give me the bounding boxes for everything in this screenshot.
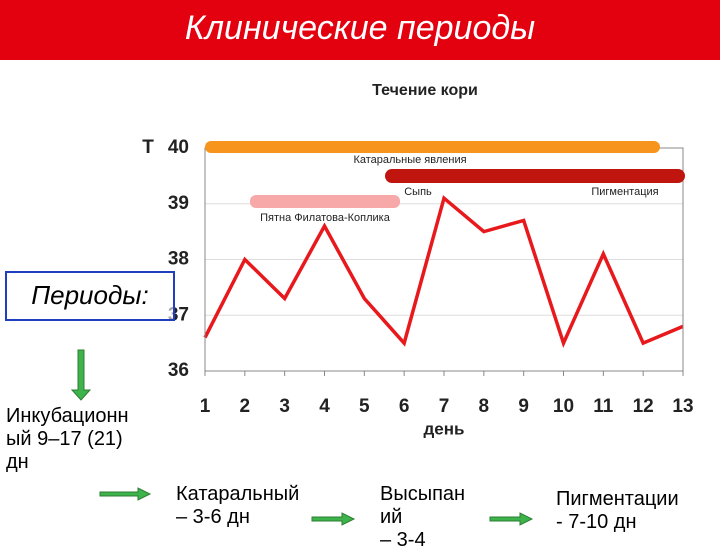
stage-text: Пигментации - 7-10 дн [556,488,679,534]
y-tick-label: 39 [168,193,189,214]
band-label: Пигментация [591,186,658,198]
y-tick-label: 38 [168,249,189,270]
y-tick-label: 40 [168,137,189,158]
band-spots [250,195,400,208]
arrows [70,349,534,526]
chart-title: Течение кори [372,82,478,99]
x-tick-label: 3 [279,396,290,417]
arrow-right [489,512,534,526]
arrow-down [70,349,92,401]
x-axis-label: день [424,419,465,438]
slide-canvas: Клинические периоды Течение кори Т день … [0,0,720,526]
y-axis-label: Т [142,137,154,158]
y-tick-label: 36 [168,360,189,381]
stage-line: Катаральный [176,483,300,505]
x-tick-label: 4 [319,396,330,417]
header-bar [0,0,720,60]
x-tick-label: 6 [399,396,410,417]
stage-text: Инкубационн ый 9–17 (21) дн [6,405,129,474]
x-tick-label: 11 [593,396,614,417]
x-tick-label: 5 [359,396,370,417]
x-tick-label: 12 [633,396,654,417]
x-tick-label: 10 [553,396,574,417]
band-label: Сыпь [404,186,432,198]
arrow-right [311,512,356,526]
stage-line: - 7-10 дн [556,511,637,533]
stage-text: Катаральный – 3-6 дн [176,483,299,529]
series-line [203,195,684,348]
stage-text: Высыпан ий – 3-4 [380,483,465,552]
x-tick-label: 1 [200,396,211,417]
band-label: Катаральные явления [353,154,466,166]
stage-line: дн [6,451,29,473]
stage-line: Инкубационн [6,405,129,427]
band-label: Пятна Филатова-Коплика [260,212,391,224]
periods-label: Периоды: [31,280,148,310]
arrow-right [99,487,152,501]
x-tick-label: 8 [479,396,490,417]
stage-line: – 3-4 [380,529,426,551]
slide-title: Клинические периоды [185,9,535,47]
x-tick-label: 13 [672,396,693,417]
stage-line: – 3-6 дн [176,506,250,528]
x-tick-label: 9 [518,396,529,417]
periods-box [5,271,175,321]
x-tick-label: 7 [439,396,450,417]
band-catarrh [205,141,660,153]
stage-line: Высыпан [380,483,466,505]
stage-line: ый 9–17 (21) [6,428,123,450]
x-tick-label: 2 [240,396,251,417]
stage-line: Пигментации [556,488,679,510]
band-rash [385,169,685,183]
stage-line: ий [380,506,403,528]
